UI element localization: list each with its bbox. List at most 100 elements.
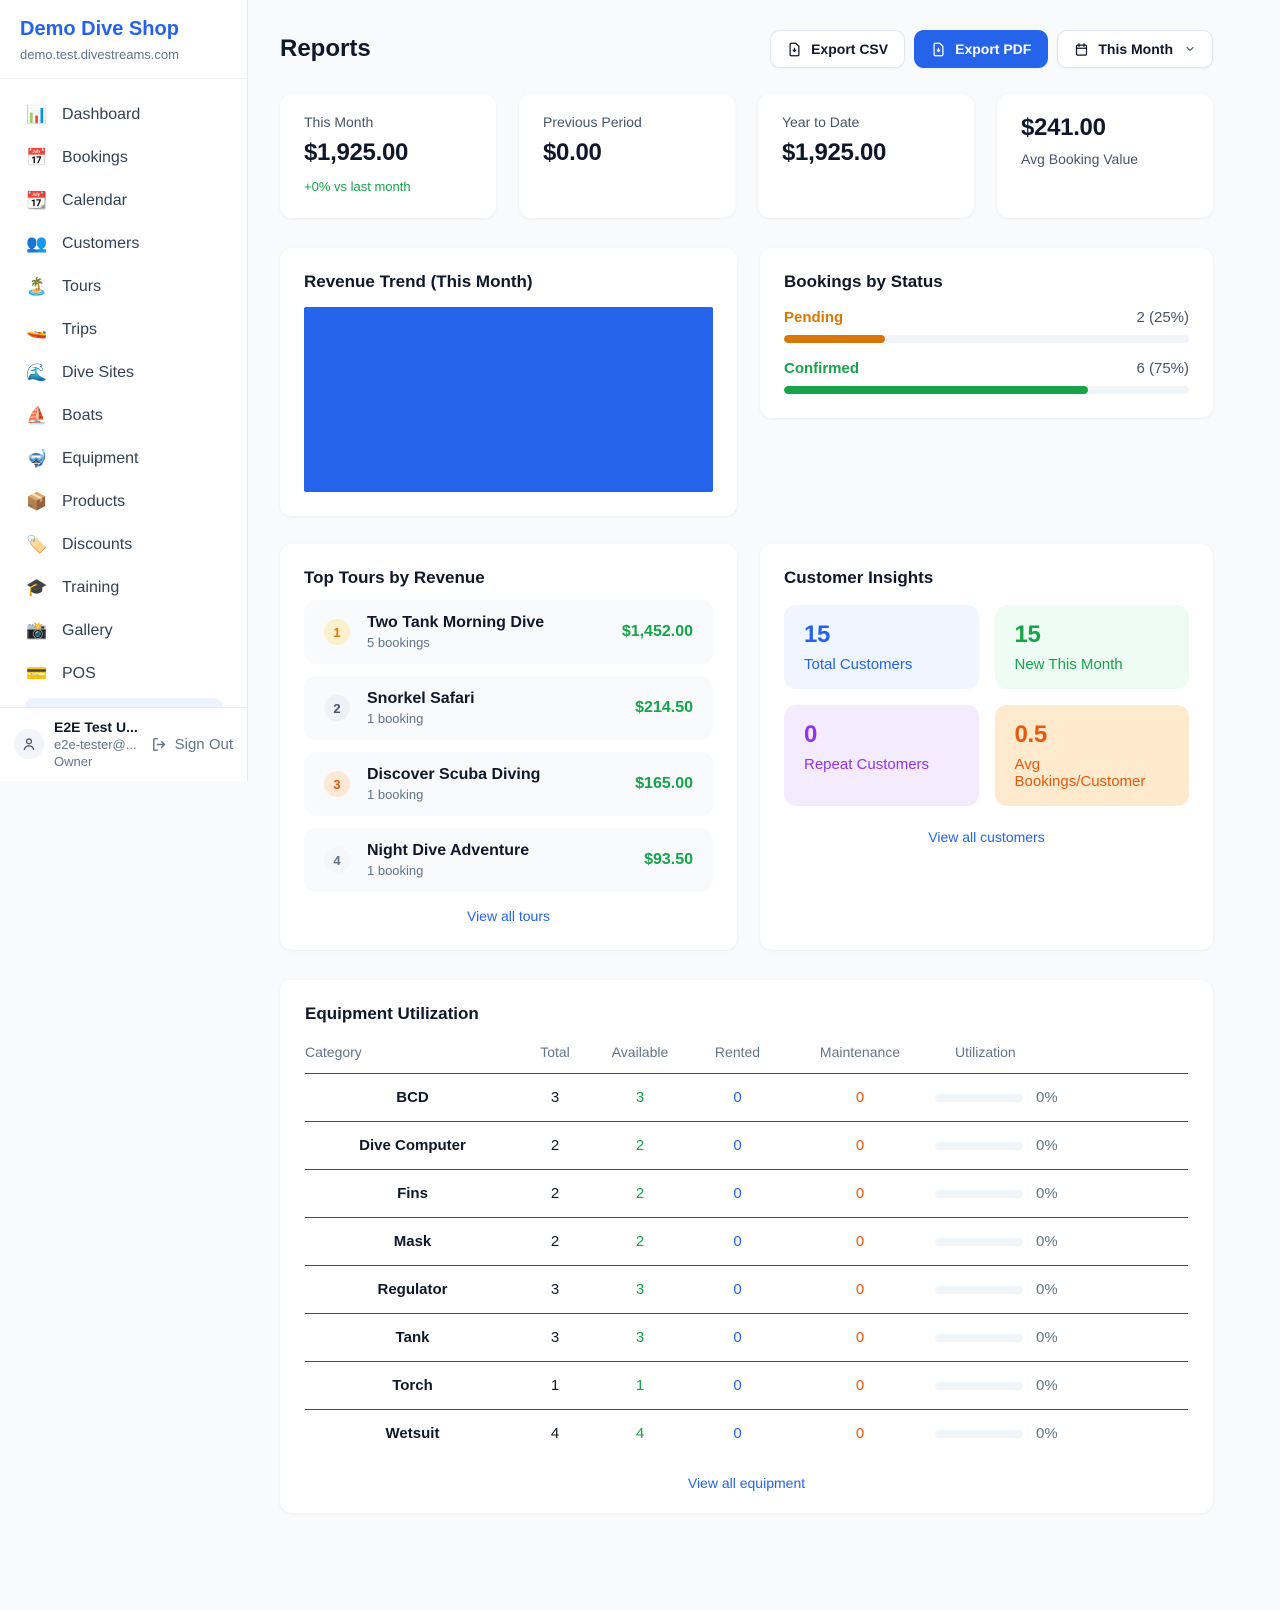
utilization-bar <box>935 1381 1023 1390</box>
stat-sublabel: Avg Booking Value <box>1021 151 1139 167</box>
user-email: e2e-tester@... <box>54 737 137 752</box>
page-header: Reports Export CSV Export PDF This Month <box>280 30 1213 68</box>
equipment-utilization-card: Equipment Utilization Category Total Ava… <box>280 980 1213 1513</box>
rank-badge: 1 <box>324 619 350 645</box>
file-download-icon <box>933 42 944 56</box>
stat-card-year-to-date: Year to Date $1,925.00 <box>758 94 974 218</box>
tour-bookings: 1 booking <box>367 787 424 802</box>
column-header-utilization: Utilization <box>935 1044 1188 1074</box>
sidebar-item-label: Training <box>62 579 120 596</box>
utilization-bar <box>935 1189 1023 1198</box>
top-tours-title: Top Tours by Revenue <box>304 568 485 587</box>
cell-maintenance: 0 <box>785 1121 935 1170</box>
tour-item: 1 Two Tank Morning Dive 5 bookings $1,45… <box>304 600 713 664</box>
export-csv-button[interactable]: Export CSV <box>770 30 906 68</box>
sidebar-item-label: Discounts <box>62 536 133 553</box>
progress-track <box>784 335 1189 343</box>
tour-amount: $93.50 <box>644 851 693 868</box>
table-row: Wetsuit 4 4 0 0 0% <box>305 1410 1188 1458</box>
sidebar-menu: 📊 Dashboard 📅 Bookings 📆 Calendar 👥 Customer… <box>0 79 247 714</box>
sidebar-item-calendar[interactable]: 📆 Calendar <box>12 181 235 221</box>
sign-out-button[interactable]: Sign Out <box>151 736 233 753</box>
period-select[interactable]: This Month <box>1057 30 1213 68</box>
tile-value: 0 <box>804 721 818 748</box>
sidebar-item-discounts[interactable]: 🏷️ Discounts <box>12 525 235 565</box>
utilization-percent: 0% <box>1036 1425 1058 1442</box>
sidebar-item-equipment[interactable]: 🤿 Equipment <box>12 439 235 479</box>
sidebar-item-boats[interactable]: ⛵ Boats <box>12 396 235 436</box>
status-count: 6 (75%) <box>1136 360 1189 377</box>
export-pdf-button[interactable]: Export PDF <box>914 30 1049 68</box>
dive-sites-icon: 🌊 <box>26 363 48 382</box>
cell-available: 2 <box>590 1169 690 1218</box>
tours-icon: 🏝️ <box>26 277 48 296</box>
customer-insights-card: Customer Insights 15 Total Customers 15 … <box>760 544 1213 950</box>
tile-label: Repeat Customers <box>804 756 930 773</box>
bookings-icon: 📅 <box>26 148 48 167</box>
utilization-bar <box>935 1141 1023 1150</box>
cell-total: 2 <box>520 1121 590 1170</box>
cell-maintenance: 0 <box>785 1361 935 1410</box>
sidebar-item-customers[interactable]: 👥 Customers <box>12 224 235 264</box>
sidebar-item-dive-sites[interactable]: 🌊 Dive Sites <box>12 353 235 393</box>
tile-label: Total Customers <box>804 656 913 673</box>
training-icon: 🎓 <box>26 578 48 597</box>
bookings-by-status-card: Bookings by Status Pending 2 (25%) Confi… <box>760 248 1213 418</box>
tile-value: 15 <box>1014 621 1041 648</box>
column-header-rented: Rented <box>690 1044 785 1074</box>
sidebar-item-dashboard[interactable]: 📊 Dashboard <box>12 95 235 135</box>
view-all-tours-link[interactable]: View all tours <box>466 908 550 924</box>
utilization-percent: 0% <box>1036 1329 1058 1346</box>
cell-maintenance: 0 <box>785 1169 935 1218</box>
main-content: Reports Export CSV Export PDF This Month <box>248 0 1280 1553</box>
sidebar-item-tours[interactable]: 🏝️ Tours <box>12 267 235 307</box>
cell-rented: 0 <box>690 1361 785 1410</box>
sidebar-item-label: Customers <box>62 235 140 252</box>
tour-name: Two Tank Morning Dive <box>367 614 545 631</box>
cell-total: 3 <box>520 1313 590 1362</box>
sign-out-label: Sign Out <box>174 735 233 753</box>
stat-value: $1,925.00 <box>304 139 409 166</box>
user-role: Owner <box>54 754 93 769</box>
products-icon: 📦 <box>26 492 48 511</box>
equipment-table: Category Total Available Rented Maintena… <box>305 1044 1188 1457</box>
view-all-customers-link[interactable]: View all customers <box>928 829 1045 845</box>
person-icon <box>23 738 35 750</box>
rank-badge: 4 <box>324 847 350 873</box>
calendar-icon <box>1076 42 1088 56</box>
tile-value: 0.5 <box>1014 721 1048 748</box>
cell-category: BCD <box>305 1073 520 1122</box>
sidebar-item-products[interactable]: 📦 Products <box>12 482 235 522</box>
tour-name: Snorkel Safari <box>367 690 475 707</box>
cell-total: 4 <box>550 1425 560 1442</box>
utilization-percent: 0% <box>1036 1281 1058 1298</box>
sidebar-item-training[interactable]: 🎓 Training <box>12 568 235 608</box>
sidebar-item-gallery[interactable]: 📸 Gallery <box>12 611 235 651</box>
stat-label: This Month <box>304 114 374 130</box>
cell-available: 3 <box>590 1073 690 1122</box>
cell-available: 2 <box>590 1121 690 1170</box>
utilization-percent: 0% <box>1036 1185 1058 1202</box>
sidebar-item-trips[interactable]: 🚤 Trips <box>12 310 235 350</box>
tile-avg-bookings-per-customer: 0.5 Avg Bookings/Customer <box>994 705 1189 806</box>
customers-icon: 👥 <box>26 234 48 253</box>
user-name: E2E Test U... <box>54 719 138 735</box>
tour-name: Discover Scuba Diving <box>367 766 541 783</box>
stat-label: Previous Period <box>543 114 642 130</box>
dashboard-icon: 📊 <box>26 105 48 124</box>
sidebar-item-pos[interactable]: 💳 POS <box>12 654 235 694</box>
cell-rented: 0 <box>690 1217 785 1266</box>
cell-category: Regulator <box>305 1265 520 1314</box>
header-actions: Export CSV Export PDF This Month <box>770 30 1213 68</box>
customer-insights-title: Customer Insights <box>784 568 934 587</box>
utilization-bar <box>935 1237 1023 1246</box>
tour-amount: $1,452.00 <box>621 623 693 640</box>
table-row: BCD 3 3 0 0 0% <box>305 1073 1188 1122</box>
utilization-bar <box>935 1093 1023 1102</box>
cell-rented: 0 <box>690 1121 785 1170</box>
utilization-bar <box>935 1333 1023 1342</box>
column-header-maintenance: Maintenance <box>785 1044 935 1074</box>
tile-total-customers: 15 Total Customers <box>784 605 979 689</box>
view-all-equipment-link[interactable]: View all equipment <box>687 1475 806 1491</box>
sidebar-item-bookings[interactable]: 📅 Bookings <box>12 138 235 178</box>
